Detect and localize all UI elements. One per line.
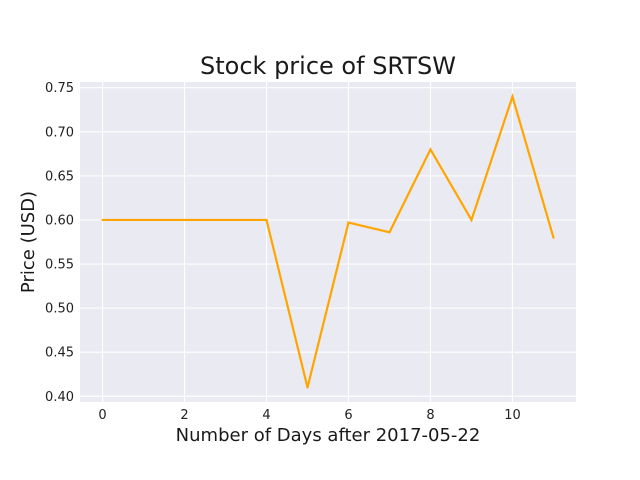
y-tick-label: 0.50 [45, 302, 74, 317]
data-point [429, 148, 432, 151]
x-axis-ticks: 0 2 4 6 8 10 [98, 408, 520, 423]
x-tick-label: 8 [426, 408, 434, 423]
data-point [306, 386, 309, 389]
x-tick-label: 2 [180, 408, 188, 423]
chart-title: Stock price of SRTSW [200, 52, 456, 80]
y-tick-label: 0.70 [45, 125, 74, 140]
data-point [388, 231, 391, 234]
data-point [224, 218, 227, 222]
y-tick-label: 0.65 [45, 169, 74, 184]
y-tick-label: 0.45 [45, 346, 74, 361]
x-axis-label: Number of Days after 2017-05-22 [176, 425, 481, 446]
y-tick-label: 0.60 [45, 213, 74, 228]
x-tick-label: 10 [504, 408, 521, 423]
y-tick-label: 0.75 [45, 81, 74, 96]
series-line [102, 92, 555, 388]
data-point [511, 95, 514, 98]
data-point [552, 236, 555, 239]
y-axis-ticks: 0.40 0.45 0.50 0.55 0.60 0.65 0.70 0.75 [45, 81, 74, 405]
plot-background [80, 82, 576, 402]
series-layer [101, 92, 555, 389]
y-tick-label: 0.40 [45, 390, 74, 405]
data-point [101, 218, 104, 222]
data-point [183, 218, 186, 222]
grid [80, 82, 576, 402]
data-point [347, 221, 350, 224]
x-tick-label: 4 [262, 408, 270, 423]
y-tick-label: 0.55 [45, 258, 74, 273]
data-point [470, 218, 473, 222]
x-tick-label: 6 [344, 408, 352, 423]
x-tick-label: 0 [98, 408, 106, 423]
y-axis-label: Price (USD) [18, 191, 39, 293]
data-point [265, 218, 268, 222]
data-point [142, 218, 145, 222]
